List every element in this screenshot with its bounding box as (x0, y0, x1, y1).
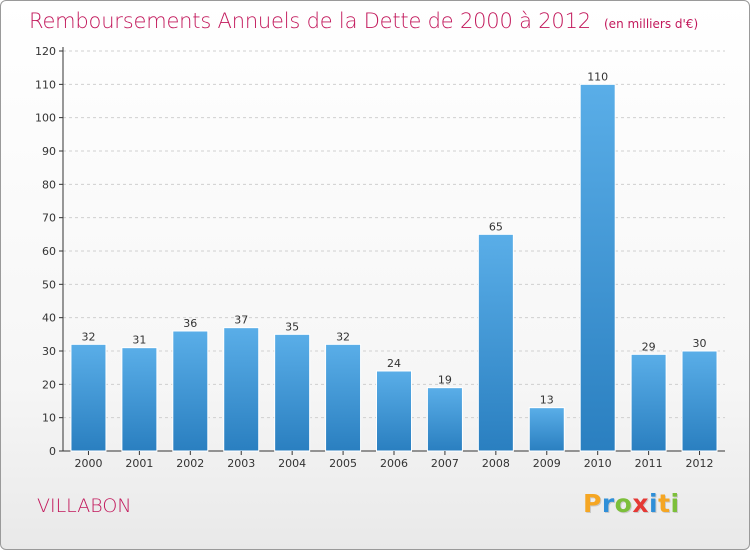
x-tick-label: 2003 (227, 457, 255, 470)
bar-value-label: 29 (642, 340, 656, 353)
bar-value-label: 19 (438, 374, 452, 387)
x-tick-label: 2004 (278, 457, 306, 470)
x-tick-label: 2006 (380, 457, 408, 470)
bar (681, 350, 718, 452)
logo-letter: x (632, 489, 649, 518)
x-tick-label: 2007 (431, 457, 459, 470)
y-tick-label: 30 (42, 345, 56, 358)
logo-letter: P (583, 489, 602, 518)
x-tick-label: 2012 (686, 457, 714, 470)
x-tick-label: 2001 (125, 457, 153, 470)
bar-value-label: 32 (336, 330, 350, 343)
logo-letter: r (601, 489, 615, 518)
y-tick-label: 100 (35, 112, 56, 125)
bar (528, 407, 565, 452)
chart-title-main: Remboursements Annuels de la Dette de 20… (29, 9, 591, 33)
x-tick-label: 2008 (482, 457, 510, 470)
y-tick-label: 90 (42, 145, 56, 158)
proxiti-logo: Proxiti (583, 489, 680, 518)
bar (121, 347, 158, 452)
x-tick-label: 2005 (329, 457, 357, 470)
logo-letter: i (649, 489, 659, 518)
y-tick-label: 50 (42, 278, 56, 291)
bar-value-label: 65 (489, 220, 503, 233)
y-tick-label: 70 (42, 212, 56, 225)
bar-value-label: 13 (540, 394, 554, 407)
bar (579, 83, 616, 452)
chart-title: Remboursements Annuels de la Dette de 20… (29, 9, 698, 33)
bar (630, 353, 667, 452)
bar (172, 330, 209, 452)
x-tick-label: 2009 (533, 457, 561, 470)
chart-unit: (en milliers d'€) (604, 17, 699, 31)
commune-name: VILLABON (37, 495, 132, 517)
bar (223, 327, 260, 452)
bar-value-label: 36 (183, 317, 197, 330)
y-tick-label: 110 (35, 78, 56, 91)
logo-letter: t (658, 489, 671, 518)
bar (325, 343, 362, 452)
x-tick-label: 2011 (635, 457, 663, 470)
logo-letter: i (670, 489, 680, 518)
bar (70, 343, 107, 452)
bar (274, 333, 311, 452)
x-tick-label: 2002 (176, 457, 204, 470)
y-tick-label: 20 (42, 378, 56, 391)
y-tick-label: 120 (35, 45, 56, 58)
bar (426, 387, 463, 452)
bar-value-label: 37 (234, 314, 248, 327)
bar (376, 370, 412, 452)
y-tick-label: 40 (42, 312, 56, 325)
y-tick-label: 80 (42, 178, 56, 191)
x-tick-label: 2010 (584, 457, 612, 470)
logo-letter: o (614, 489, 633, 518)
bar-value-label: 24 (387, 357, 401, 370)
bar-value-label: 110 (587, 70, 608, 83)
bar-value-label: 30 (693, 337, 707, 350)
y-tick-label: 0 (49, 445, 56, 458)
bar-value-label: 35 (285, 320, 299, 333)
bar (477, 233, 514, 452)
y-tick-label: 10 (42, 412, 56, 425)
x-tick-label: 2000 (74, 457, 102, 470)
y-tick-label: 60 (42, 245, 56, 258)
bar-value-label: 31 (132, 334, 146, 347)
bar-value-label: 32 (81, 330, 95, 343)
